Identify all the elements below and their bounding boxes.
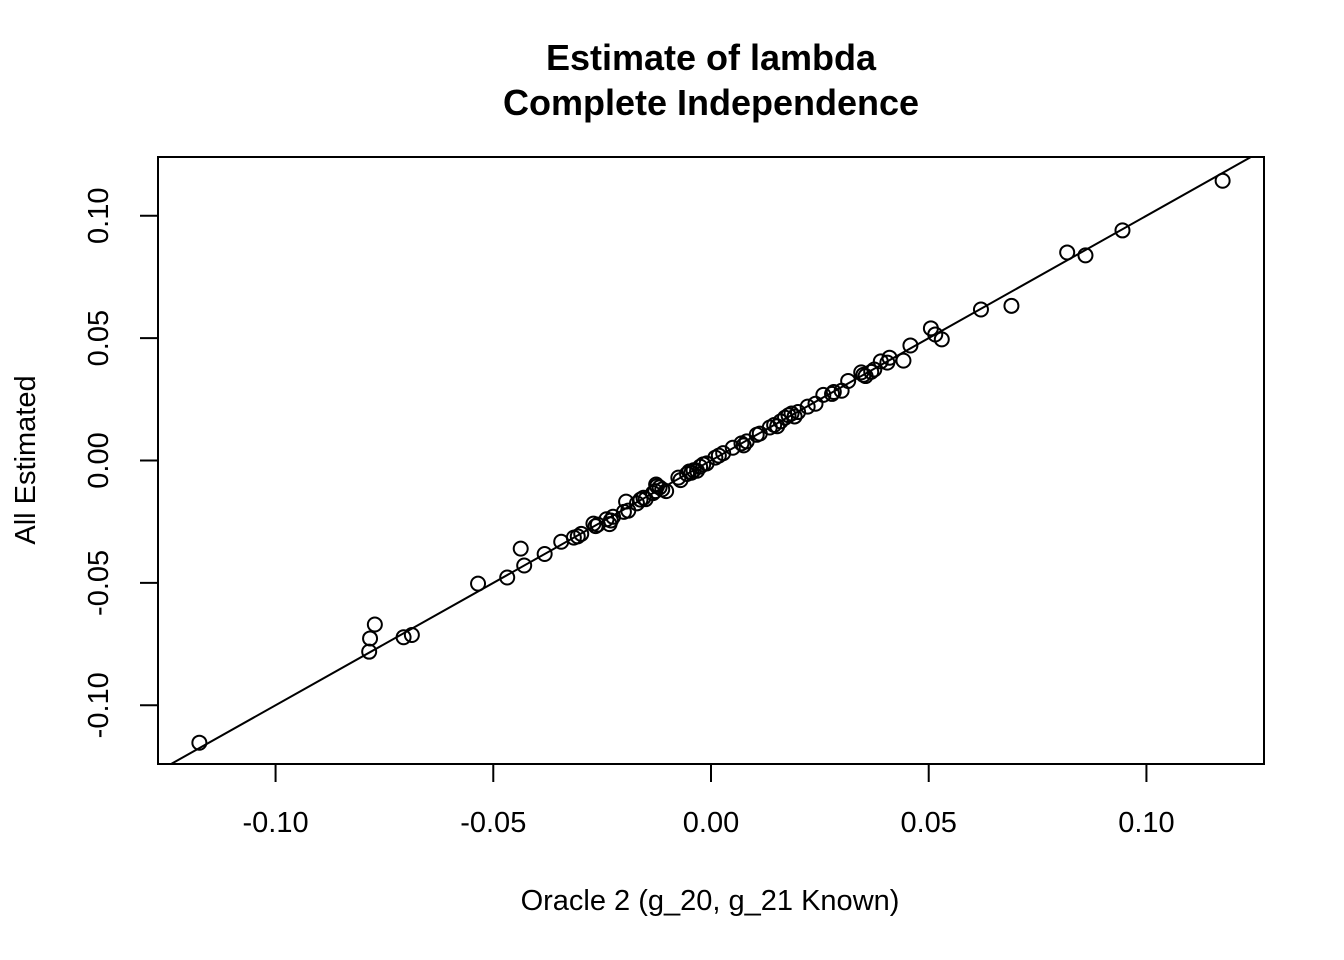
y-tick-label: 0.05 [83,310,115,366]
y-tick-label: -0.10 [83,672,115,738]
data-point [1214,172,1231,189]
data-point [635,489,652,506]
data-point [1059,244,1076,261]
data-point [516,557,533,574]
data-point [807,395,824,412]
x-tick-label: 0.10 [1118,807,1174,839]
data-point [872,353,889,370]
x-tick-label: 0.05 [900,807,956,839]
y-tick-label: -0.05 [83,550,115,616]
data-point [933,331,950,348]
data-point [825,383,842,400]
data-point [783,405,800,422]
data-point [658,483,675,500]
data-point [1114,222,1131,239]
data-point [1003,297,1020,314]
data-point [799,398,816,415]
x-axis: -0.10 -0.05 0.00 0.05 0.10 [243,764,1175,839]
data-point [715,445,732,462]
data-point [512,540,529,557]
data-point [724,439,741,456]
data-point [815,386,832,403]
data-point [362,630,379,647]
x-tick-label: -0.10 [243,807,309,839]
data-point [499,569,516,586]
y-tick-label: 0.10 [83,188,115,244]
data-point [735,437,752,454]
fit-line [170,156,1252,765]
data-point [191,734,208,751]
data-point [863,363,880,380]
data-point [1077,247,1094,264]
chart-title: Estimate of lambda [546,37,877,78]
data-point [824,385,841,402]
chart-subtitle: Complete Independence [503,82,919,123]
data-point [366,616,383,633]
data-point [895,352,912,369]
y-axis-label: All Estimated [10,375,42,544]
x-tick-label: -0.05 [460,807,526,839]
data-point [403,627,420,644]
x-tick-label: 0.00 [683,807,739,839]
data-point [395,629,412,646]
data-point [470,575,487,592]
data-point [569,528,586,545]
data-point [840,372,857,389]
y-tick-label: 0.00 [83,432,115,488]
x-axis-label: Oracle 2 (g_20, g_21 Known) [521,885,900,917]
data-point [786,408,803,425]
data-points [191,172,1231,751]
data-point [536,545,553,562]
data-point [972,301,989,318]
y-axis: -0.10 -0.05 0.00 0.05 0.10 [83,188,158,738]
data-point [902,337,919,354]
data-point [573,525,590,542]
data-point [632,491,649,508]
data-point [790,404,807,421]
